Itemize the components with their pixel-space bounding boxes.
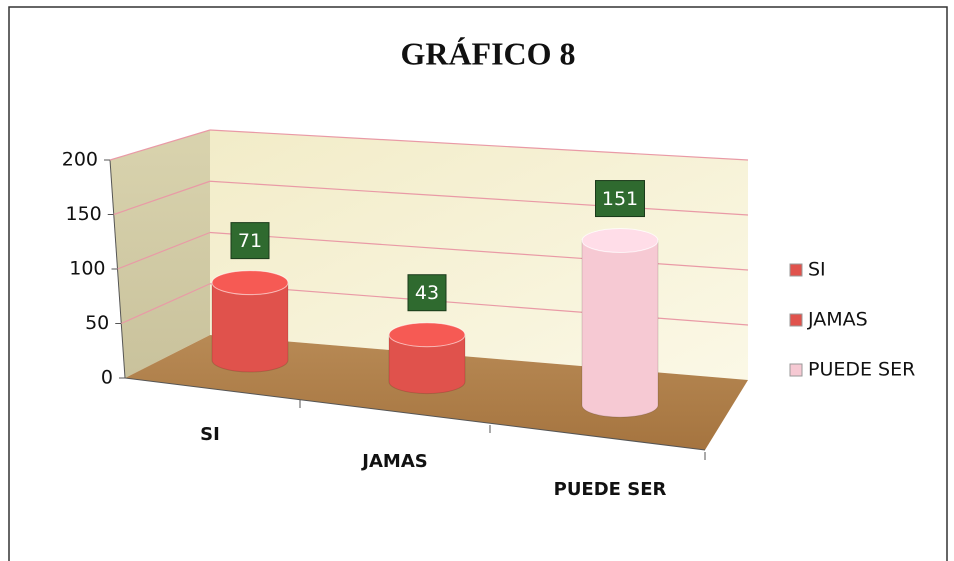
grid-line (209, 129, 749, 161)
legend-label: PUEDE SER (808, 359, 915, 381)
y-tick-label: 0 (101, 367, 113, 389)
bar-top (211, 270, 289, 296)
bar-body (388, 334, 466, 395)
grid-line (209, 283, 749, 326)
x-tick-label: JAMAS (360, 451, 427, 472)
legend-label: SI (808, 259, 826, 281)
y-tick-label: 150 (65, 203, 101, 225)
bar-top (581, 228, 659, 254)
bar-body (211, 282, 289, 373)
bar-body (581, 240, 659, 418)
bar (388, 322, 466, 395)
x-tick-label: PUEDE SER (554, 479, 667, 500)
grid-line (121, 283, 211, 325)
y-tick-label: 50 (85, 312, 109, 334)
value-label: 71 (238, 230, 262, 252)
value-label: 43 (415, 282, 439, 304)
legend-swatch (789, 263, 803, 277)
legend-swatch (789, 363, 803, 377)
bar (211, 270, 289, 373)
x-tick-label: SI (200, 424, 220, 445)
legend-label: JAMAS (807, 309, 868, 331)
x-axis (124, 377, 706, 451)
side-wall (110, 130, 210, 378)
grid-line (109, 129, 211, 161)
chart-title: GRÁFICO 8 (400, 35, 575, 71)
bar (581, 228, 659, 418)
value-label-box (595, 180, 645, 218)
value-label-box (407, 274, 447, 312)
grid-line (113, 180, 211, 216)
grid-line (209, 231, 749, 271)
value-label-box (230, 222, 270, 260)
value-label: 151 (602, 188, 638, 210)
legend-swatch (789, 313, 803, 327)
grid-line (209, 180, 749, 216)
grid-line (117, 231, 211, 270)
bar-top (388, 322, 466, 348)
y-tick-label: 200 (62, 149, 98, 171)
y-tick-label: 100 (69, 258, 105, 280)
